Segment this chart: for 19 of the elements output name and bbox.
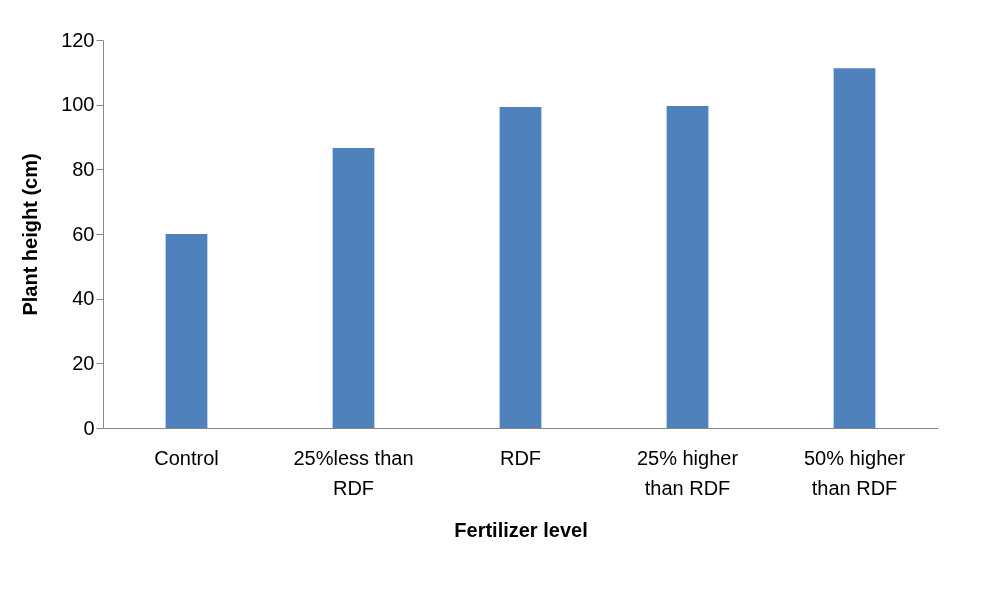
x-tick-label: 25%less than RDF bbox=[293, 446, 414, 499]
x-tick-label: RDF bbox=[499, 446, 542, 469]
y-tick-label: 100 bbox=[61, 93, 95, 116]
y-tick-label: 60 bbox=[72, 222, 95, 245]
y-tick-label: 80 bbox=[72, 157, 95, 180]
bar bbox=[332, 147, 375, 428]
x-tick-label: Control bbox=[154, 446, 219, 469]
y-axis-title: Plant height (cm) bbox=[19, 153, 42, 316]
bar bbox=[499, 106, 542, 428]
bar bbox=[666, 105, 709, 428]
x-tick-label: 25% higher than RDF bbox=[636, 446, 739, 499]
x-axis-title: Fertilizer level bbox=[454, 518, 588, 541]
y-tick-label: 0 bbox=[83, 416, 95, 439]
bar bbox=[165, 234, 208, 428]
y-tick-label: 40 bbox=[72, 287, 95, 310]
x-tick-label: 50% higher than RDF bbox=[803, 446, 906, 499]
y-tick-label: 20 bbox=[72, 351, 95, 374]
y-tick-label: 120 bbox=[61, 28, 95, 51]
bar bbox=[833, 68, 876, 428]
